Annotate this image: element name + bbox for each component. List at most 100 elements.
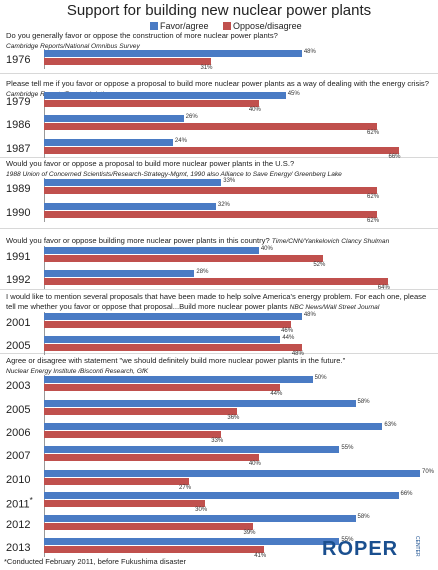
bar-oppose-2001-4 <box>44 321 292 328</box>
question-5: Agree or disagree with statement "we sho… <box>6 356 436 376</box>
year-label-1-2: 1987 <box>6 143 31 155</box>
bar-oppose-1991-3 <box>44 255 324 262</box>
separator-3 <box>0 289 438 290</box>
bar-favor-2006-5 <box>44 423 383 430</box>
value-favor-2001-4: 48% <box>303 312 316 318</box>
question-text-3: Would you favor or oppose building more … <box>6 236 272 245</box>
bar-oppose-2003-5 <box>44 384 281 391</box>
question-text-4: I would like to mention several proposal… <box>6 292 427 311</box>
legend-item-oppose: Oppose/disagree <box>223 21 302 31</box>
value-favor-2005-5: 58% <box>357 399 370 405</box>
chart-title: Support for building new nuclear power p… <box>66 2 372 19</box>
value-oppose-1986-1: 62% <box>367 130 380 136</box>
bar-oppose-1987-1 <box>44 147 399 154</box>
bar-oppose-1989-2 <box>44 187 378 194</box>
year-label-4-0: 2001 <box>6 317 31 329</box>
bar-favor-1992-3 <box>44 270 195 277</box>
question-text-2: Would you favor or oppose a proposal to … <box>6 159 295 168</box>
value-favor-1987-1: 24% <box>174 138 187 144</box>
axis-5 <box>44 375 45 557</box>
bar-oppose-2005-4 <box>44 344 302 351</box>
bar-oppose-2010-5 <box>44 478 190 485</box>
question-3: Would you favor or oppose building more … <box>6 236 436 247</box>
bar-oppose-2011-5 <box>44 500 206 507</box>
year-label-3-1: 1992 <box>6 274 31 286</box>
value-oppose-1976-0: 31% <box>200 65 213 71</box>
separator-1 <box>0 157 438 158</box>
value-oppose-1991-3: 52% <box>313 262 326 268</box>
bar-oppose-2007-5 <box>44 454 259 461</box>
year-label-5-7: 2013 <box>6 542 31 554</box>
value-favor-2007-5: 55% <box>341 445 354 451</box>
value-favor-2013-5: 55% <box>341 537 354 543</box>
value-oppose-2005-4: 48% <box>291 351 304 357</box>
legend-label-favor: Favor/agree <box>160 21 209 31</box>
value-favor-2011-5: 66% <box>400 491 413 497</box>
value-favor-2005-4: 44% <box>282 335 295 341</box>
bar-oppose-2012-5 <box>44 523 254 530</box>
bar-favor-1976-0 <box>44 50 302 57</box>
year-label-0-0: 1976 <box>6 54 31 66</box>
footnote: *Conducted February 2011, before Fukushi… <box>4 557 187 566</box>
question-source-0: Cambridge Reports/National Omnibus Surve… <box>6 42 140 50</box>
value-favor-2006-5: 63% <box>384 422 397 428</box>
question-source-5: Nuclear Energy Institute /Bisconti Resea… <box>6 367 149 375</box>
value-favor-1986-1: 26% <box>185 114 198 120</box>
value-favor-1992-3: 28% <box>196 269 209 275</box>
value-oppose-1987-1: 66% <box>388 154 401 160</box>
bar-oppose-2005-5 <box>44 408 238 415</box>
bar-favor-2013-5 <box>44 538 340 545</box>
year-label-5-6: 2012 <box>6 519 31 531</box>
bar-favor-2010-5 <box>44 470 420 477</box>
value-oppose-2012-5: 39% <box>243 530 256 536</box>
question-2: Would you favor or oppose a proposal to … <box>6 159 436 179</box>
roper-logo-sub: CENTER <box>414 536 420 557</box>
question-source-3: Time/CNN/Yankelovich Clancy Shulman <box>271 238 390 245</box>
separator-4 <box>0 353 438 354</box>
value-oppose-1992-3: 64% <box>377 285 390 291</box>
bar-oppose-1990-2 <box>44 211 378 218</box>
bar-oppose-2006-5 <box>44 431 222 438</box>
bar-oppose-1992-3 <box>44 278 388 285</box>
value-oppose-2011-5: 30% <box>195 507 208 513</box>
bar-favor-1989-2 <box>44 179 222 186</box>
bar-favor-2003-5 <box>44 376 313 383</box>
bar-favor-2011-5 <box>44 492 399 499</box>
value-favor-1979-1: 45% <box>287 91 300 97</box>
legend-swatch-favor <box>150 22 158 30</box>
separator-0 <box>0 73 438 74</box>
legend-item-favor: Favor/agree <box>150 21 209 31</box>
value-oppose-2003-5: 44% <box>270 391 283 397</box>
year-label-4-1: 2005 <box>6 340 31 352</box>
year-label-2-1: 1990 <box>6 207 31 219</box>
question-source-4: NBC News/Wall Street Journal <box>289 303 380 311</box>
year-marker: * <box>29 496 33 505</box>
bar-favor-2001-4 <box>44 313 302 320</box>
bar-favor-1991-3 <box>44 247 259 254</box>
year-label-5-2: 2006 <box>6 427 31 439</box>
axis-2 <box>44 178 45 222</box>
bar-oppose-1976-0 <box>44 58 211 65</box>
value-oppose-1990-2: 62% <box>367 218 380 224</box>
value-favor-1990-2: 32% <box>217 202 230 208</box>
year-label-5-1: 2005 <box>6 404 31 416</box>
axis-3 <box>44 246 45 289</box>
legend: Favor/agree Oppose/disagree <box>150 21 314 31</box>
axis-4 <box>44 312 45 355</box>
value-favor-1976-0: 48% <box>303 49 316 55</box>
legend-swatch-oppose <box>223 22 232 30</box>
year-label-1-0: 1979 <box>6 96 31 108</box>
value-favor-1989-2: 33% <box>223 178 236 184</box>
value-oppose-2005-5: 36% <box>227 415 240 421</box>
separator-2 <box>0 228 438 229</box>
year-label-2-0: 1989 <box>6 183 31 195</box>
bar-favor-1979-1 <box>44 92 286 99</box>
value-oppose-1979-1: 40% <box>248 107 261 113</box>
question-4: I would like to mention several proposal… <box>6 292 436 312</box>
roper-logo: ROPER <box>322 538 399 560</box>
bar-favor-2012-5 <box>44 515 356 522</box>
question-text-5: Agree or disagree with statement "we sho… <box>6 356 346 365</box>
value-favor-2010-5: 70% <box>422 469 435 475</box>
value-oppose-2007-5: 40% <box>248 461 261 467</box>
value-favor-2012-5: 58% <box>357 514 370 520</box>
